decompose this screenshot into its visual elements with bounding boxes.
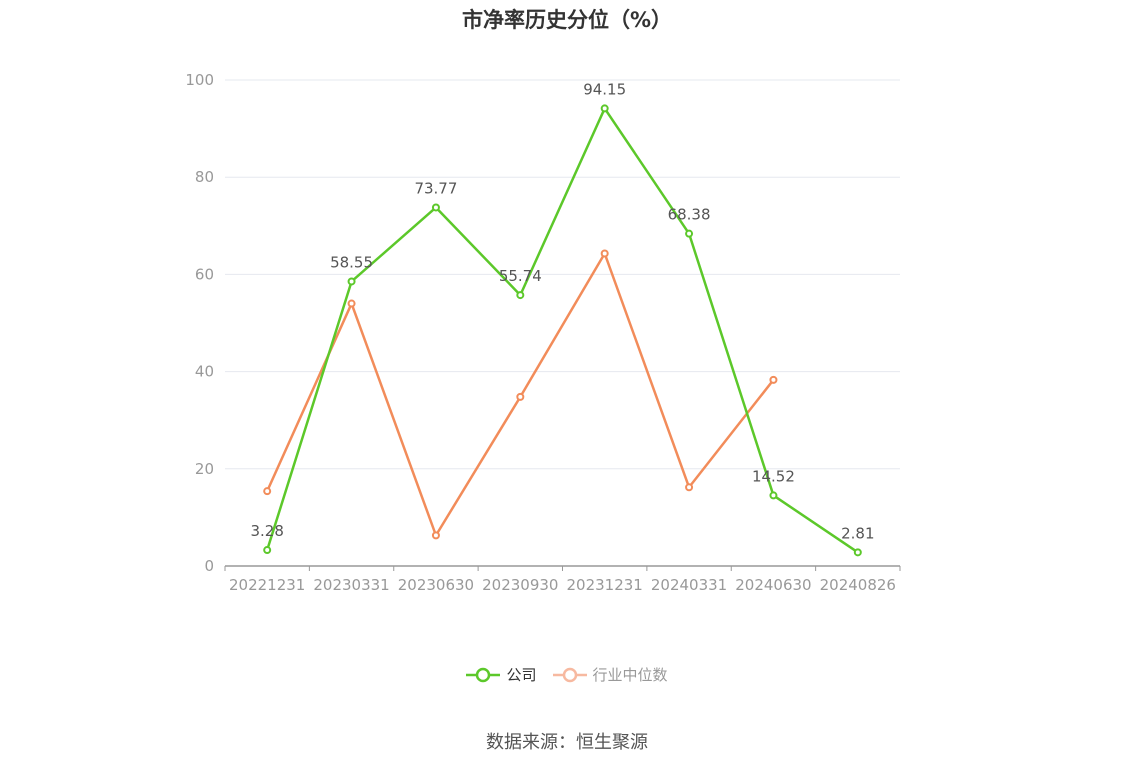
- company-data-point: [516, 291, 525, 300]
- grid-lines: [225, 79, 900, 470]
- y-tick-label: 60: [195, 265, 214, 283]
- legend-item-company[interactable]: 公司: [466, 664, 537, 685]
- company-data-label: 68.38: [668, 206, 711, 224]
- x-tick-label: 20231231: [567, 576, 643, 594]
- company-data-label: 94.15: [583, 80, 626, 98]
- company-data-point: [600, 104, 609, 113]
- company-data-label: 55.74: [499, 267, 542, 285]
- chart-title: 市净率历史分位（%）: [461, 8, 673, 32]
- industry-data-point: [600, 249, 609, 258]
- company-data-point: [263, 546, 272, 555]
- y-tick-label: 40: [195, 363, 214, 381]
- company-data-point: [853, 548, 862, 557]
- data-source: 数据来源：恒生聚源: [486, 732, 648, 753]
- x-tick-label: 20230331: [313, 576, 389, 594]
- industry-data-point: [431, 531, 440, 540]
- legend-item-industry[interactable]: 行业中位数: [552, 664, 668, 685]
- x-tick-label: 20240331: [651, 576, 727, 594]
- company-data-point: [431, 203, 440, 212]
- legend-company-line-icon: [466, 667, 501, 682]
- industry-data-point: [516, 392, 525, 401]
- x-tick-label: 20230630: [398, 576, 474, 594]
- industry-data-point: [263, 487, 272, 496]
- x-tick-label: 20240826: [820, 576, 896, 594]
- y-tick-label: 0: [204, 557, 214, 575]
- industry-data-point: [347, 299, 356, 308]
- company-data-label: 2.81: [841, 524, 874, 542]
- legend-company-label: 公司: [506, 666, 537, 684]
- company-data-point: [347, 277, 356, 286]
- x-tick-label: 20230930: [482, 576, 558, 594]
- company-data-label: 73.77: [414, 179, 457, 197]
- y-tick-label: 80: [195, 168, 214, 186]
- x-tick-label: 20221231: [229, 576, 305, 594]
- company-series-line: [265, 107, 859, 554]
- data-labels: 3.28 58.55 73.77 55.74 94.15 68.38 14.52 2.81: [250, 80, 874, 542]
- company-data-point: [769, 491, 778, 500]
- y-tick-label: 100: [185, 71, 214, 89]
- industry-data-point: [769, 375, 778, 384]
- company-data-label: 58.55: [330, 253, 373, 271]
- x-tick-label: 20240630: [735, 576, 811, 594]
- legend-industry-line-icon: [552, 667, 587, 682]
- industry-data-point: [685, 483, 694, 492]
- company-data-point: [685, 229, 694, 238]
- company-data-label: 14.52: [752, 467, 795, 485]
- y-tick-label: 20: [195, 460, 214, 478]
- company-data-label: 3.28: [250, 522, 283, 540]
- pb-percentile-line-chart: 0 20 40 60 80 100 20221231 20230331 20230630 2023…: [185, 71, 901, 594]
- axes: 0 20 40 60 80 100 20221231 20230331 20230630 2023…: [185, 71, 901, 594]
- legend-industry-label: 行业中位数: [592, 666, 668, 684]
- series-lines: [263, 104, 862, 557]
- legend: 公司 行业中位数: [0, 664, 1134, 685]
